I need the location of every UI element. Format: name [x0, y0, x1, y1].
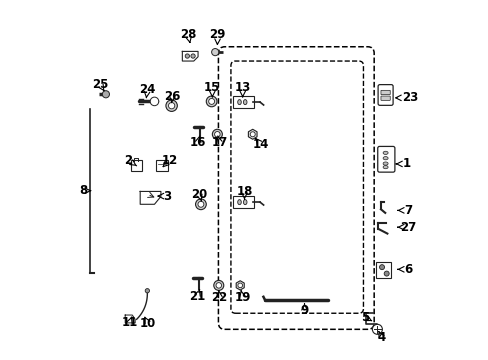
- Ellipse shape: [243, 100, 246, 105]
- Text: 10: 10: [140, 317, 156, 330]
- Circle shape: [102, 91, 109, 98]
- Polygon shape: [140, 192, 161, 204]
- Circle shape: [150, 97, 159, 106]
- Circle shape: [216, 283, 221, 288]
- Text: 24: 24: [139, 84, 155, 96]
- Circle shape: [208, 99, 214, 104]
- Text: 13: 13: [234, 81, 250, 94]
- Text: 7: 7: [403, 204, 411, 217]
- Text: 19: 19: [234, 291, 250, 305]
- Text: 1: 1: [402, 157, 410, 170]
- Circle shape: [185, 54, 189, 58]
- Text: 18: 18: [236, 185, 252, 198]
- FancyBboxPatch shape: [377, 147, 394, 172]
- Circle shape: [237, 283, 242, 288]
- Text: 20: 20: [191, 188, 207, 201]
- Polygon shape: [236, 281, 244, 290]
- Circle shape: [168, 103, 174, 109]
- Text: 5: 5: [360, 311, 368, 324]
- Text: 12: 12: [161, 154, 177, 167]
- Text: 28: 28: [180, 28, 196, 41]
- Text: 15: 15: [204, 81, 220, 94]
- Circle shape: [211, 49, 218, 56]
- Ellipse shape: [382, 157, 387, 160]
- Circle shape: [372, 324, 382, 334]
- Circle shape: [212, 129, 222, 139]
- Polygon shape: [182, 51, 198, 61]
- Ellipse shape: [243, 200, 246, 204]
- Text: 2: 2: [124, 154, 132, 167]
- Text: 26: 26: [164, 90, 180, 103]
- Ellipse shape: [382, 151, 387, 154]
- FancyBboxPatch shape: [155, 160, 167, 171]
- Circle shape: [190, 54, 195, 58]
- FancyBboxPatch shape: [377, 85, 392, 105]
- FancyBboxPatch shape: [376, 262, 390, 278]
- Text: 29: 29: [209, 28, 225, 41]
- Circle shape: [195, 199, 206, 210]
- Ellipse shape: [382, 166, 387, 169]
- Ellipse shape: [237, 200, 241, 204]
- FancyBboxPatch shape: [131, 160, 142, 171]
- FancyBboxPatch shape: [232, 196, 253, 208]
- Text: 9: 9: [300, 304, 308, 317]
- Circle shape: [213, 280, 224, 291]
- Text: 3: 3: [163, 190, 171, 203]
- Text: 21: 21: [189, 289, 205, 303]
- Text: 16: 16: [189, 136, 206, 149]
- Circle shape: [198, 201, 203, 207]
- Text: 17: 17: [211, 136, 227, 149]
- Text: 23: 23: [402, 91, 418, 104]
- Circle shape: [145, 289, 149, 293]
- Circle shape: [206, 96, 217, 107]
- Ellipse shape: [382, 162, 387, 165]
- FancyBboxPatch shape: [380, 96, 389, 100]
- Ellipse shape: [237, 100, 241, 105]
- Circle shape: [165, 100, 177, 111]
- Polygon shape: [125, 315, 135, 323]
- Text: 11: 11: [121, 316, 137, 329]
- Text: 25: 25: [91, 78, 108, 91]
- FancyBboxPatch shape: [380, 90, 389, 95]
- FancyBboxPatch shape: [232, 96, 253, 108]
- Text: 14: 14: [252, 138, 268, 151]
- Text: 27: 27: [399, 221, 415, 234]
- Text: 6: 6: [403, 263, 411, 276]
- Circle shape: [214, 131, 220, 137]
- Polygon shape: [248, 129, 257, 139]
- Circle shape: [379, 265, 384, 270]
- Circle shape: [250, 132, 255, 137]
- Circle shape: [384, 271, 388, 276]
- Text: 22: 22: [211, 291, 227, 305]
- Text: 8: 8: [79, 184, 87, 197]
- Text: 4: 4: [377, 332, 386, 345]
